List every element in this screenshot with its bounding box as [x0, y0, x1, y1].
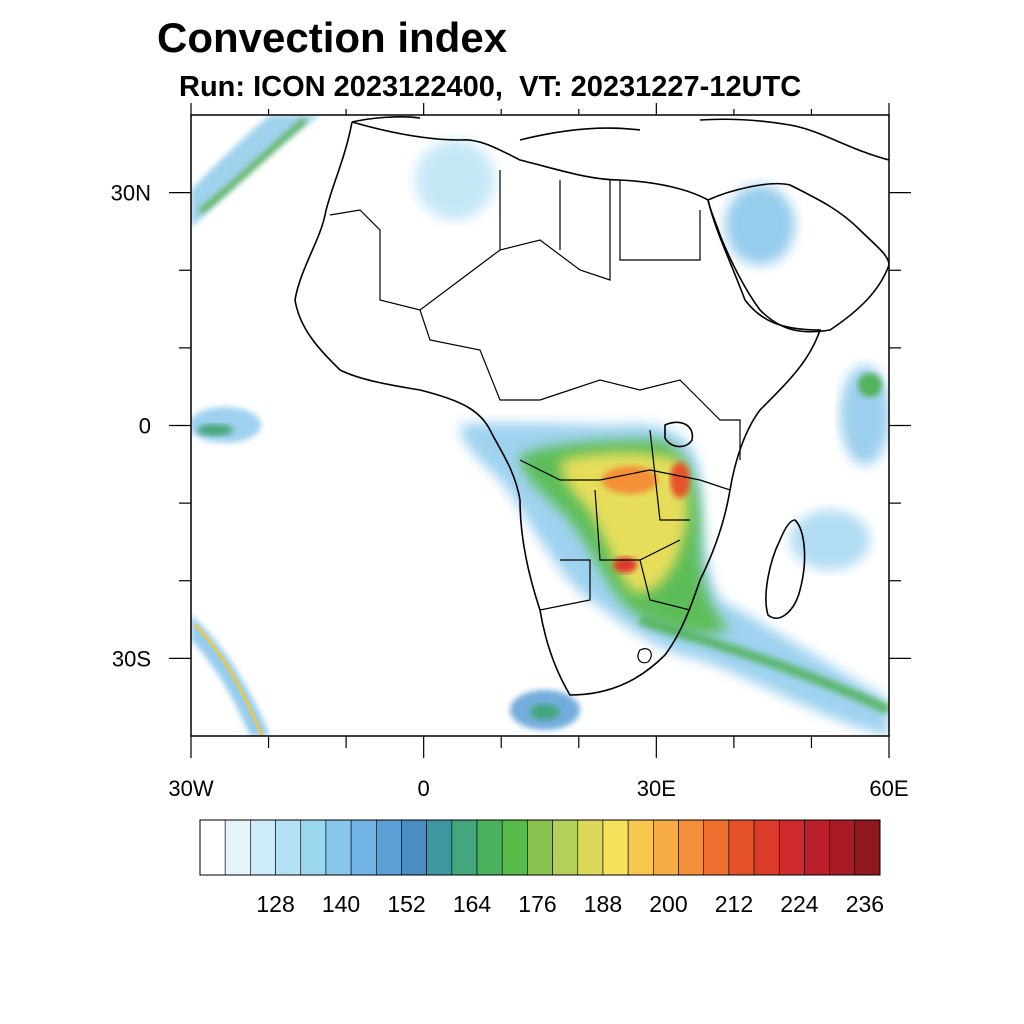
field-madagascar — [790, 510, 870, 570]
colorbar-swatch — [199, 819, 226, 876]
colorbar-tick-label: 128 — [256, 891, 294, 917]
colorbar-outline — [199, 819, 881, 876]
lake-victoria — [664, 421, 694, 448]
coastline-arabia — [707, 182, 889, 333]
field-hotspot-2 — [670, 462, 690, 498]
border-southern — [519, 459, 701, 611]
colorbar-swatch — [627, 819, 654, 876]
colorbar-swatch — [300, 819, 327, 876]
colorbar-swatch — [653, 819, 679, 876]
country-borders — [329, 170, 741, 664]
colorbar-tick-label: 188 — [584, 891, 622, 917]
colorbar-swatch — [224, 819, 251, 876]
colorbar-swatch — [426, 819, 453, 876]
x-tick-label: 30W — [168, 776, 213, 801]
colorbar-swatch — [476, 819, 503, 876]
colorbar-swatch — [325, 819, 352, 876]
colorbar-swatch — [854, 819, 881, 876]
border-west-central — [419, 309, 701, 401]
colorbar-swatch — [552, 819, 579, 876]
map-subtitle: Run: ICON 2023122400, VT: 20231227-12UTC — [179, 71, 802, 103]
colorbar-tick-label: 164 — [453, 891, 492, 917]
colorbar-swatch — [728, 819, 755, 876]
y-tick-label: 30S — [112, 646, 151, 671]
colorbar-tick-label: 236 — [846, 891, 884, 917]
border-north-africa — [499, 170, 701, 261]
colorbar-swatch — [375, 819, 402, 876]
border-sahel — [329, 180, 611, 311]
colorbar-tick-label: 200 — [649, 891, 687, 917]
field-nw-band-core — [198, 117, 307, 215]
colorbar: 128 140 152 164 176 188 200 212 224 236 — [199, 819, 884, 917]
field-arabia-patch — [725, 185, 795, 265]
border-lesotho — [637, 648, 652, 664]
colorbar-swatch — [829, 819, 856, 876]
colorbar-swatch — [401, 819, 427, 876]
colorbar-swatch — [250, 819, 276, 876]
axis-labels: 30W 0 30E 60E 30N 0 30S — [111, 181, 909, 801]
colorbar-tick-label: 176 — [518, 891, 556, 917]
convection-field — [191, 115, 889, 736]
colorbar-swatch — [451, 819, 478, 876]
colorbar-tick-label: 140 — [322, 891, 360, 917]
y-tick-label: 30N — [111, 181, 151, 206]
field-central-africa-inner — [560, 452, 688, 593]
colorbar-swatch — [602, 819, 629, 876]
colorbar-swatch — [501, 819, 528, 876]
colorbar-swatch — [804, 819, 830, 876]
field-w-equatorial — [191, 407, 261, 443]
border-east — [649, 399, 741, 521]
colorbar-swatch — [703, 819, 730, 876]
x-tick-label: 0 — [418, 776, 430, 801]
colorbar-swatch — [678, 819, 705, 876]
y-tick-label: 0 — [139, 414, 151, 439]
field-indian-ocean-core — [858, 373, 882, 397]
map-panel — [190, 114, 890, 737]
coastline-madagascar — [765, 519, 806, 619]
axis-ticks — [169, 103, 911, 758]
colorbar-swatch — [753, 819, 780, 876]
map-title: Convection index — [157, 14, 508, 61]
coastline-africa — [294, 121, 822, 696]
field-south-atlantic-core — [530, 704, 560, 720]
colorbar-tick-label: 152 — [387, 891, 425, 917]
colorbar-tick-label: 212 — [715, 891, 753, 917]
x-tick-label: 60E — [869, 776, 908, 801]
colorbar-swatch — [275, 819, 302, 876]
x-tick-label: 30E — [637, 776, 676, 801]
field-nw-band — [191, 115, 320, 228]
colorbar-swatch — [778, 819, 805, 876]
coastlines — [294, 116, 889, 696]
field-hotspot-1 — [602, 466, 658, 494]
colorbar-swatch — [350, 819, 377, 876]
field-se-band — [638, 615, 889, 715]
field-sw-band-core — [193, 623, 264, 736]
colorbar-tick-label: 224 — [780, 891, 819, 917]
coastline-mediterranean — [351, 116, 889, 161]
colorbar-swatch — [527, 819, 553, 876]
field-sahara-patch — [415, 140, 495, 220]
field-hotspot-3 — [613, 557, 637, 573]
colorbar-swatch — [577, 819, 604, 876]
field-w-equatorial-core — [197, 424, 233, 436]
